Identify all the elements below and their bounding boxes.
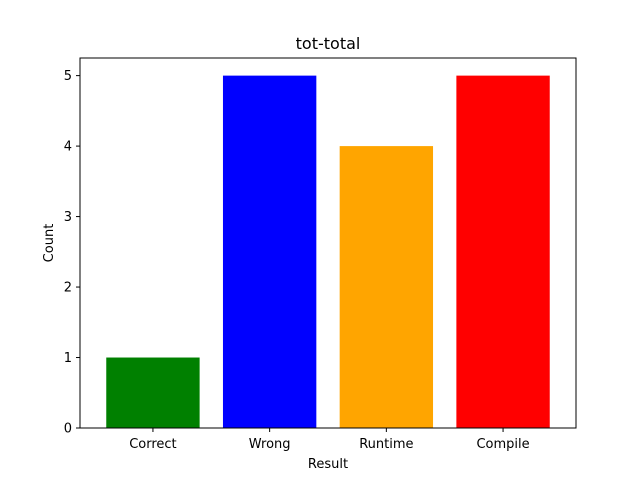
chart-title: tot-total (296, 34, 361, 53)
y-axis-ticks: 0 1 2 3 4 5 (64, 69, 80, 437)
y-axis-label: Count (42, 224, 57, 263)
y-tick-label: 2 (64, 281, 72, 296)
bar-runtime (339, 146, 434, 428)
x-axis-ticks: Correct Wrong Runtime Compile (129, 428, 530, 452)
bars-group (106, 75, 550, 428)
x-tick-label: Wrong (249, 437, 291, 452)
x-axis-label: Result (308, 457, 348, 472)
x-tick-label: Runtime (359, 437, 413, 452)
plot-frame (79, 57, 577, 429)
y-tick-label: 0 (64, 422, 72, 437)
bar-correct (106, 357, 200, 428)
x-tick-label: Correct (129, 437, 176, 452)
x-tick-label: Compile (476, 437, 529, 452)
bar-compile (456, 75, 550, 428)
y-tick-label: 1 (64, 351, 72, 366)
y-tick-label: 5 (64, 69, 72, 84)
y-tick-label: 4 (64, 140, 72, 155)
bar-wrong (222, 75, 317, 428)
y-tick-label: 3 (64, 210, 72, 225)
